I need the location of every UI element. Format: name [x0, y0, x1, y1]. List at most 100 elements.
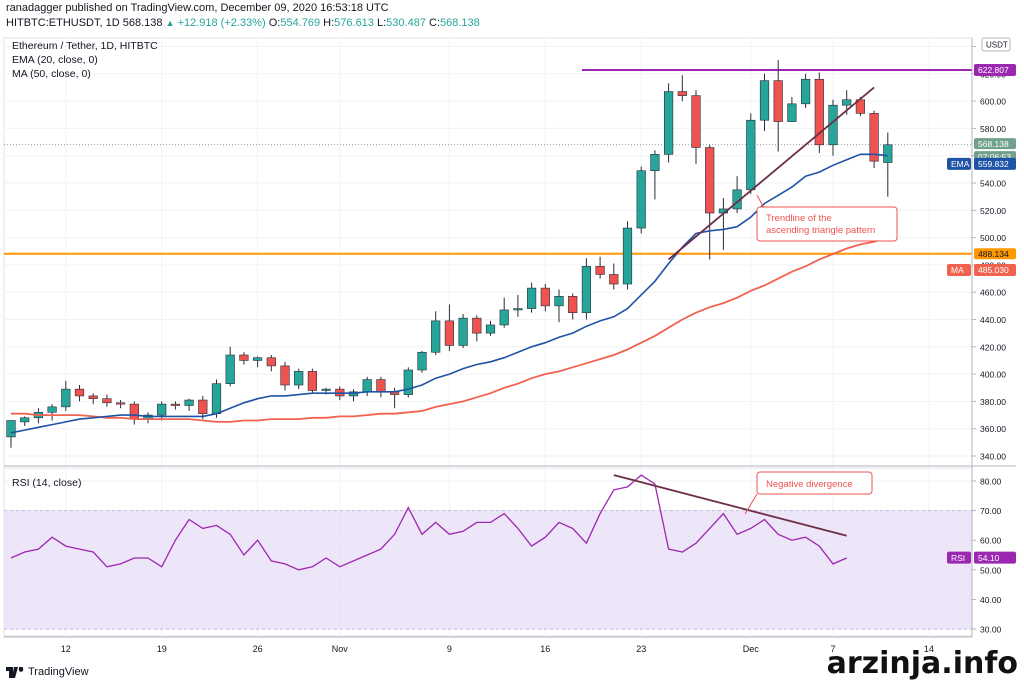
time-tick-label: 16 — [540, 644, 550, 654]
candle-body — [307, 371, 318, 391]
resistance-badge-text: 622.807 — [978, 65, 1009, 75]
candle — [225, 346, 235, 387]
rsi-value-badge-bg — [974, 551, 1016, 564]
ma-value-badge-text: 485.030 — [978, 265, 1009, 275]
up-arrow-icon: ▲ — [165, 18, 175, 28]
candle-body — [321, 388, 331, 391]
candle — [828, 99, 838, 156]
candle — [239, 352, 249, 365]
candle — [458, 314, 468, 349]
rsi-tick-label: 80.00 — [980, 477, 1002, 487]
rsi-tick-label: 70.00 — [980, 506, 1002, 516]
published-line: ranadagger published on TradingView.com,… — [6, 2, 389, 14]
low-label: L: — [376, 17, 387, 29]
price-tick-label: 380.00 — [980, 397, 1006, 407]
currency-badge-bg — [981, 37, 1011, 52]
candle — [116, 400, 126, 409]
candle — [540, 284, 550, 312]
ma-name-badge-text: MA — [951, 265, 964, 275]
time-tick-label: 9 — [447, 644, 452, 654]
candle-body — [417, 351, 427, 371]
price-tick-label: 400.00 — [980, 370, 1006, 380]
currency-badge-text: USDT — [986, 41, 1008, 50]
candle — [61, 380, 71, 411]
candle — [472, 315, 482, 342]
candle-body — [540, 287, 550, 307]
candle-body — [253, 357, 263, 361]
price-tick-label: 420.00 — [980, 342, 1006, 352]
candle — [74, 385, 85, 402]
legend-ma: MA (50, close, 0) — [12, 68, 91, 80]
price-tick-label: 340.00 — [980, 452, 1006, 462]
candle-body — [883, 144, 893, 163]
open-label: O: — [268, 17, 281, 29]
countdown-badge-text: 07:06:53 — [978, 152, 1011, 162]
ema-value-badge-bg — [974, 157, 1016, 170]
candle — [129, 401, 139, 425]
candle-body — [485, 324, 496, 334]
candle-body — [568, 295, 578, 313]
divergence-callout-text: Negative divergence — [766, 479, 853, 490]
candle — [773, 60, 783, 152]
candle — [444, 304, 455, 351]
candle — [102, 394, 112, 407]
candle — [485, 320, 496, 336]
candle — [636, 166, 646, 234]
legend-rsi: RSI (14, close) — [12, 477, 82, 489]
candle — [348, 389, 359, 402]
price-tick-label: 600.00 — [980, 97, 1006, 107]
candle — [20, 416, 30, 426]
divergence-callout-box — [756, 471, 873, 495]
ema-name-badge: EMA — [947, 157, 971, 170]
time-tick-label: 14 — [924, 644, 934, 654]
axes: 340.00 360.00 380.00 400.00 420.00 440.00 460.… — [4, 38, 1016, 654]
ohlc-line: HITBTC:ETHUSDT, 1D 568.138 ▲ +12.918 (+2… — [6, 17, 480, 29]
candle — [732, 176, 742, 214]
rsi-tick-label: 50.00 — [980, 565, 1002, 575]
candle-body — [431, 320, 441, 353]
candle-body — [198, 399, 208, 414]
candle-body — [294, 371, 304, 386]
candle — [417, 350, 427, 373]
candle-body — [554, 295, 564, 307]
candle — [677, 75, 687, 102]
trendline-callout-box — [756, 206, 898, 242]
candle-body — [184, 399, 194, 406]
ema-name-badge-bg — [947, 157, 971, 170]
change: +12.918 (+2.33%) — [177, 17, 266, 29]
ema-value-badge-text: 559.832 — [978, 159, 1009, 169]
high-value: 576.613 — [334, 17, 374, 29]
ema-name-badge-text: EMA — [951, 159, 970, 169]
rsi-name-badge-text: RSI — [951, 553, 965, 563]
price-badge-text: 568.138 — [978, 139, 1009, 149]
candle-body — [526, 287, 537, 309]
time-tick-label: Nov — [332, 644, 349, 654]
time-tick-label: 23 — [636, 644, 646, 654]
candle-body — [746, 119, 756, 191]
legend-title: Ethereum / Tether, 1D, HITBTC — [12, 40, 158, 52]
candle-body — [239, 354, 249, 361]
price-badge-bg — [974, 138, 1016, 150]
close-label: C: — [429, 17, 440, 29]
candle-body — [842, 99, 852, 106]
candle-body — [472, 317, 482, 334]
ma-value-badge: 485.030 — [974, 264, 1016, 277]
candle — [170, 401, 181, 410]
ema-line — [10, 153, 888, 434]
candle — [814, 72, 824, 153]
candle-body — [47, 406, 57, 413]
candle-body — [622, 227, 633, 285]
candle — [609, 263, 619, 290]
legend-ema: EMA (20, close, 0) — [12, 54, 98, 66]
support-badge-text: 488.134 — [978, 249, 1009, 259]
tradingview-logo[interactable]: TradingView — [6, 666, 89, 678]
candle — [157, 401, 167, 421]
candle — [362, 376, 372, 396]
candle-body — [814, 78, 824, 146]
candle-body — [691, 95, 701, 148]
candle — [184, 398, 194, 411]
candle — [294, 368, 304, 390]
